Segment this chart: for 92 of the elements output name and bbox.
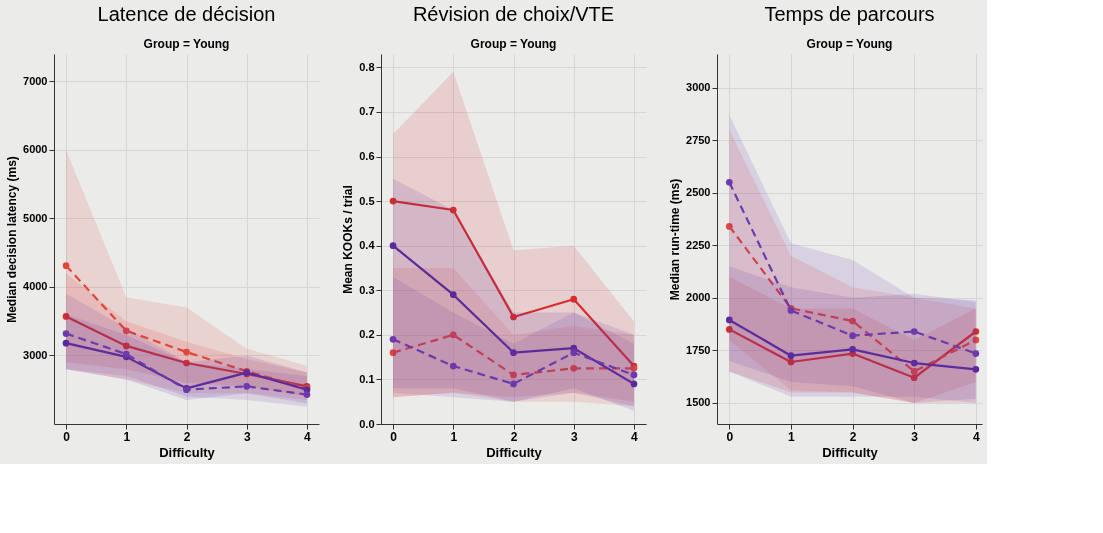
chart-title: Révision de choix/VTE: [412, 3, 615, 25]
x-tick-label: 0: [63, 429, 71, 444]
x-tick-label: 2: [849, 429, 857, 444]
point: [62, 313, 70, 320]
y-tick-label: 0.0: [359, 417, 375, 430]
point: [849, 346, 856, 353]
y-tick-label: 5000: [23, 211, 48, 224]
point: [510, 371, 517, 379]
chart-title: Temps de parcours: [764, 3, 935, 25]
point: [910, 328, 918, 335]
y-tick-label: 3000: [686, 81, 711, 94]
point: [183, 348, 190, 356]
chart-title: Latence de décision: [97, 3, 276, 25]
point: [183, 359, 190, 367]
point: [725, 316, 733, 324]
point: [243, 382, 251, 390]
point: [849, 332, 856, 340]
y-axis-title: Median decision latency (ms): [5, 156, 20, 323]
x-tick-label: 4: [972, 429, 980, 444]
point: [910, 368, 918, 375]
y-tick-label: 1750: [686, 343, 711, 356]
point: [62, 330, 70, 337]
x-tick-label: 3: [911, 429, 919, 444]
point: [449, 291, 457, 299]
point: [972, 328, 980, 335]
y-tick-label: 1500: [686, 396, 711, 409]
point: [630, 380, 638, 388]
y-tick-label: 0.1: [359, 372, 375, 385]
y-tick-label: 0.3: [359, 283, 375, 296]
x-tick-label: 3: [570, 429, 578, 444]
point: [972, 336, 980, 344]
x-tick-label: 3: [243, 429, 251, 444]
y-axis-title: Mean KOOKs / trial: [341, 185, 356, 294]
point: [787, 358, 795, 366]
x-axis-title: Difficulty: [822, 444, 879, 460]
point: [62, 262, 70, 270]
y-tick-label: 2000: [686, 291, 711, 304]
point: [389, 335, 397, 343]
point: [910, 374, 918, 382]
point: [972, 365, 980, 373]
point: [449, 362, 457, 370]
x-tick-label: 1: [788, 429, 796, 444]
point: [725, 326, 733, 333]
point: [449, 206, 457, 214]
chart-subtitle: Group = Young: [143, 37, 230, 51]
x-tick-label: 2: [183, 429, 191, 444]
y-tick-label: 7000: [23, 74, 48, 87]
point: [570, 349, 578, 357]
y-tick-label: 0.6: [359, 150, 375, 163]
point: [62, 339, 70, 347]
y-tick-label: 4000: [23, 280, 48, 293]
x-tick-label: 2: [510, 429, 518, 444]
x-axis-title: Difficulty: [159, 444, 216, 460]
chart-subtitle: Group = Young: [470, 37, 557, 51]
y-tick-label: 0.5: [359, 194, 375, 207]
point: [510, 380, 517, 388]
point: [303, 391, 311, 398]
x-tick-label: 4: [631, 429, 639, 444]
point: [570, 295, 578, 303]
x-tick-label: 4: [304, 429, 312, 444]
point: [725, 178, 733, 186]
x-tick-label: 0: [726, 429, 734, 444]
x-tick-label: 1: [123, 429, 131, 444]
y-tick-label: 2750: [686, 133, 711, 146]
point: [725, 223, 733, 230]
chart-subtitle: Group = Young: [806, 37, 893, 51]
point: [910, 359, 918, 367]
point: [389, 197, 397, 205]
point: [122, 342, 130, 350]
point: [972, 350, 980, 357]
point: [510, 349, 517, 357]
point: [787, 352, 795, 360]
x-tick-label: 0: [390, 429, 398, 444]
y-tick-label: 0.7: [359, 105, 375, 118]
y-tick-label: 0.2: [359, 328, 375, 341]
point: [510, 313, 517, 321]
x-tick-label: 1: [450, 429, 458, 444]
point: [122, 327, 130, 335]
point: [449, 331, 457, 339]
point: [389, 349, 397, 357]
y-tick-label: 2250: [686, 238, 711, 251]
y-tick-label: 0.8: [359, 60, 375, 73]
y-tick-label: 2500: [686, 186, 711, 199]
point: [389, 242, 397, 250]
y-tick-label: 6000: [23, 143, 48, 156]
y-tick-label: 3000: [23, 348, 48, 361]
x-axis-title: Difficulty: [486, 444, 543, 460]
point: [570, 364, 578, 372]
point: [630, 371, 638, 379]
y-axis-title: Median run-time (ms): [668, 178, 683, 301]
point: [849, 317, 856, 325]
y-tick-label: 0.4: [359, 239, 376, 252]
